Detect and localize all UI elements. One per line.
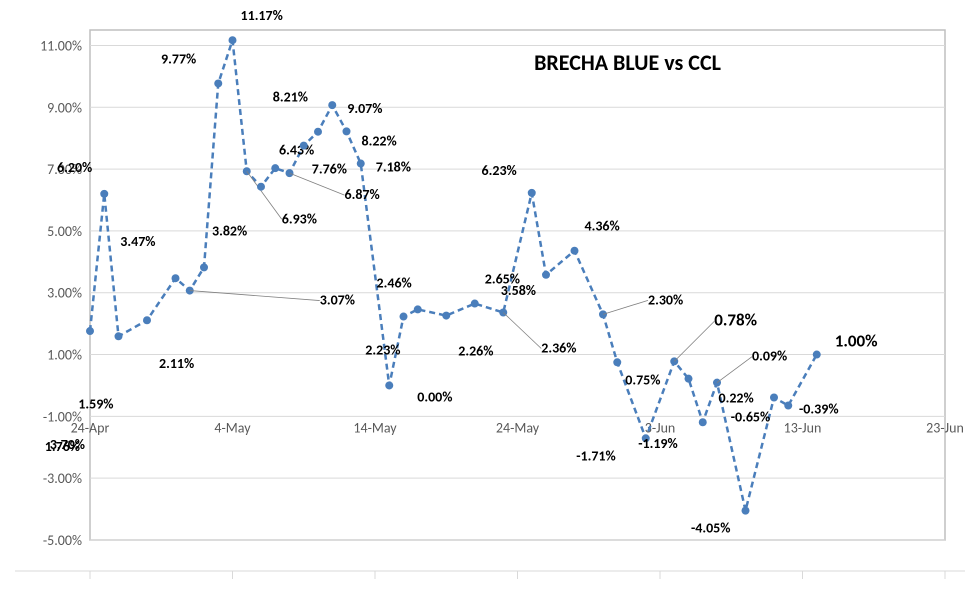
y-tick-label: 11.00% (40, 37, 82, 54)
data-label: -1.19% (638, 435, 678, 452)
data-label: 6.20% (57, 159, 92, 176)
data-label: 1.59% (78, 395, 113, 412)
data-label: 6.87% (345, 186, 380, 203)
data-marker (143, 316, 151, 324)
data-marker (115, 332, 123, 340)
data-marker (271, 164, 279, 172)
chart-container: -5.00%-3.00%-1.00%1.00%3.00%5.00%7.00%9.… (0, 0, 980, 601)
x-tick-label: 13-Jun (784, 419, 822, 436)
data-marker (200, 263, 208, 271)
x-tick-label: 24-Apr (71, 419, 110, 436)
leader-line (503, 313, 541, 349)
line-chart: -5.00%-3.00%-1.00%1.00%3.00%5.00%7.00%9.… (0, 0, 980, 601)
data-label: -4.05% (691, 520, 731, 537)
data-label: 2.26% (458, 343, 493, 360)
x-tick-label: 23-Jun (926, 419, 964, 436)
data-marker (314, 128, 322, 136)
data-marker (685, 375, 693, 383)
data-label: 9.77% (161, 50, 196, 67)
data-marker (414, 305, 422, 313)
y-tick-label: -5.00% (43, 532, 82, 549)
data-label: 7.76% (312, 161, 347, 178)
x-tick-label: 14-May (353, 419, 397, 436)
data-marker (214, 79, 222, 87)
data-label: 0.09% (752, 348, 787, 365)
data-label: 1.00% (835, 331, 878, 352)
data-marker (100, 190, 108, 198)
data-marker (300, 142, 308, 150)
data-marker (613, 358, 621, 366)
data-label: 2.46% (377, 274, 412, 291)
data-label: 3.47% (120, 233, 155, 250)
chart-title: BRECHA BLUE vs CCL (534, 49, 721, 76)
data-marker (357, 160, 365, 168)
data-label: 4.36% (585, 218, 620, 235)
data-label: 0.75% (625, 371, 660, 388)
overlay-label: 3.70% (50, 436, 85, 453)
data-label: 7.18% (376, 159, 411, 176)
data-marker (400, 313, 408, 321)
data-label: 0.00% (417, 388, 452, 405)
y-tick-label: 1.00% (47, 347, 82, 364)
data-marker (442, 312, 450, 320)
data-label: 2.36% (541, 340, 576, 357)
x-tick-label: 24-May (496, 419, 540, 436)
y-tick-label: 9.00% (47, 99, 82, 116)
data-marker (328, 101, 336, 109)
data-label: 0.78% (714, 309, 757, 330)
x-tick-label: 4-May (214, 419, 251, 436)
data-label: 6.43% (279, 142, 314, 159)
data-marker (699, 418, 707, 426)
data-label: 0.22% (719, 390, 754, 407)
data-label: 2.23% (365, 342, 400, 359)
series-line (90, 40, 817, 510)
data-label: 3.07% (320, 292, 355, 309)
data-label: 9.07% (347, 100, 382, 117)
data-label: 11.17% (241, 7, 283, 24)
data-label: 6.93% (282, 210, 317, 227)
data-label: 3.82% (212, 222, 247, 239)
data-label: 2.11% (159, 355, 194, 372)
data-marker (542, 271, 550, 279)
data-marker (229, 36, 237, 44)
data-marker (571, 247, 579, 255)
data-marker (257, 183, 265, 191)
leader-line (190, 291, 320, 301)
leader-line (674, 321, 714, 361)
y-tick-label: 3.00% (47, 285, 82, 302)
data-label: 6.23% (482, 162, 517, 179)
data-marker (343, 127, 351, 135)
data-marker (528, 189, 536, 197)
leader-line (247, 171, 282, 219)
data-marker (86, 327, 94, 335)
data-marker (770, 394, 778, 402)
data-label: 2.30% (648, 291, 683, 308)
data-label: -0.65% (731, 409, 771, 426)
data-marker (471, 300, 479, 308)
data-label: 8.21% (273, 89, 308, 106)
leader-line (603, 300, 648, 314)
data-label: -0.39% (799, 401, 839, 418)
data-label: -1.71% (576, 447, 616, 464)
data-marker (784, 402, 792, 410)
y-tick-label: 5.00% (47, 223, 82, 240)
data-marker (385, 381, 393, 389)
data-marker (172, 274, 180, 282)
data-marker (813, 351, 821, 359)
data-label: 3.58% (501, 282, 536, 299)
data-label: 8.22% (362, 132, 397, 149)
leader-line (717, 357, 752, 383)
data-marker (742, 507, 750, 515)
y-tick-label: -3.00% (43, 470, 82, 487)
